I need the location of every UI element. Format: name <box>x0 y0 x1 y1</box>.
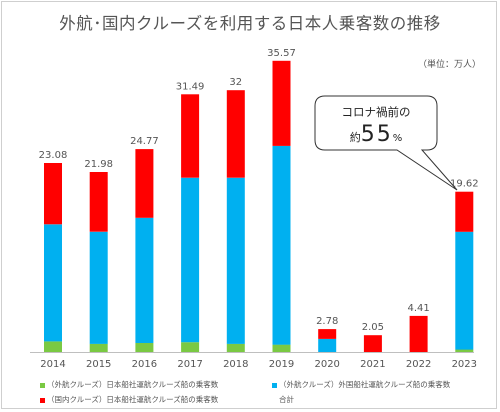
callout-value: 55 <box>360 122 393 147</box>
legend-item-domestic-cruise: （国内クルーズ）日本船社運航クルーズ船の乗客数 <box>40 394 218 405</box>
bars-layer <box>30 60 474 353</box>
x-tick-label-2017: 2017 <box>177 359 202 370</box>
legend-label: （外航クルーズ）日本船社運航クルーズ船の乗客数 <box>47 380 219 389</box>
x-tick-label-2014: 2014 <box>40 359 65 370</box>
bar-segment-2019-s1 <box>272 145 291 345</box>
legend-item-domestic-ship-overseas: （外航クルーズ）日本船社運航クルーズ船の乗客数 <box>40 379 218 390</box>
bar-segment-2020-s1 <box>318 338 337 352</box>
legend-label: 合計 <box>279 395 294 404</box>
total-label-2020: 2.78 <box>316 316 338 327</box>
callout-prefix: 約 <box>349 131 361 144</box>
bar-segment-2018-s1 <box>226 177 245 344</box>
total-label-2016: 24.77 <box>130 136 159 147</box>
bar-segment-2023-s2 <box>455 191 474 232</box>
total-label-2021: 2.05 <box>362 322 384 333</box>
bar-segment-2018-s2 <box>226 90 245 178</box>
bar-segment-2016-s0 <box>135 343 154 352</box>
bar-segment-2015-s1 <box>89 231 108 344</box>
callout-text: コロナ禍前の 約55% <box>318 104 434 147</box>
total-label-2014: 23.08 <box>39 150 68 161</box>
callout-bubble <box>314 95 458 191</box>
bar-segment-2016-s2 <box>135 149 154 218</box>
callout-line1: コロナ禍前の <box>341 105 411 119</box>
x-tick-label-2018: 2018 <box>223 359 248 370</box>
bar-segment-2016-s1 <box>135 217 154 343</box>
bar-segment-2015-s0 <box>89 343 108 352</box>
total-label-2019: 35.57 <box>267 48 296 59</box>
bar-segment-2019-s0 <box>272 344 291 352</box>
x-tick-label-2015: 2015 <box>86 359 111 370</box>
bar-segment-2014-s2 <box>44 163 62 225</box>
bar-segment-2017-s1 <box>181 177 200 343</box>
bar-segment-2018-s0 <box>226 343 245 352</box>
legend-label: （外航クルーズ）外国船社運航クルーズ船の乗客数 <box>279 380 451 389</box>
bar-segment-2021-s2 <box>363 335 382 352</box>
legend-swatch <box>272 382 277 388</box>
callout-bubble-shape <box>314 95 458 191</box>
bar-segment-2014-s0 <box>44 341 62 352</box>
x-tick-label-2023: 2023 <box>452 359 477 370</box>
bar-segment-2023-s0 <box>455 349 474 352</box>
bar-segment-2017-s0 <box>181 342 200 352</box>
bar-segment-2017-s2 <box>181 94 200 178</box>
legend-item-total: 合計 <box>272 394 294 405</box>
x-tick-label-2019: 2019 <box>269 359 294 370</box>
labels-layer: 23.08 2014 21.98 2015 24.77 2016 31.49 2017 32 20… <box>39 48 479 370</box>
bar-segment-2022-s2 <box>409 315 428 352</box>
legend-swatch <box>40 397 45 403</box>
x-tick-label-2021: 2021 <box>360 359 385 370</box>
total-label-2018: 32 <box>229 77 242 88</box>
callout-suffix: % <box>392 133 403 144</box>
chart-title: 外航･国内クルーズを利用する日本人乗客数の推移 <box>59 14 441 33</box>
bar-segment-2023-s1 <box>455 231 474 350</box>
legend-item-foreign-ship-overseas: （外航クルーズ）外国船社運航クルーズ船の乗客数 <box>272 379 450 390</box>
total-label-2015: 21.98 <box>84 159 113 170</box>
callout-line2: 約55% <box>318 122 434 147</box>
total-label-2017: 31.49 <box>176 81 205 92</box>
total-label-2023: 19.62 <box>450 179 479 190</box>
legend-label: （国内クルーズ）日本船社運航クルーズ船の乗客数 <box>47 395 219 404</box>
bar-segment-2020-s2 <box>318 329 337 339</box>
legend-swatch <box>40 382 45 388</box>
x-tick-label-2020: 2020 <box>314 359 339 370</box>
x-tick-label-2016: 2016 <box>132 359 157 370</box>
unit-label: （単位：万人） <box>418 60 482 70</box>
x-tick-label-2022: 2022 <box>406 359 431 370</box>
bar-segment-2019-s2 <box>272 60 291 146</box>
total-label-2022: 4.41 <box>407 303 429 314</box>
bar-segment-2014-s1 <box>44 224 62 342</box>
bar-segment-2015-s2 <box>89 172 108 232</box>
